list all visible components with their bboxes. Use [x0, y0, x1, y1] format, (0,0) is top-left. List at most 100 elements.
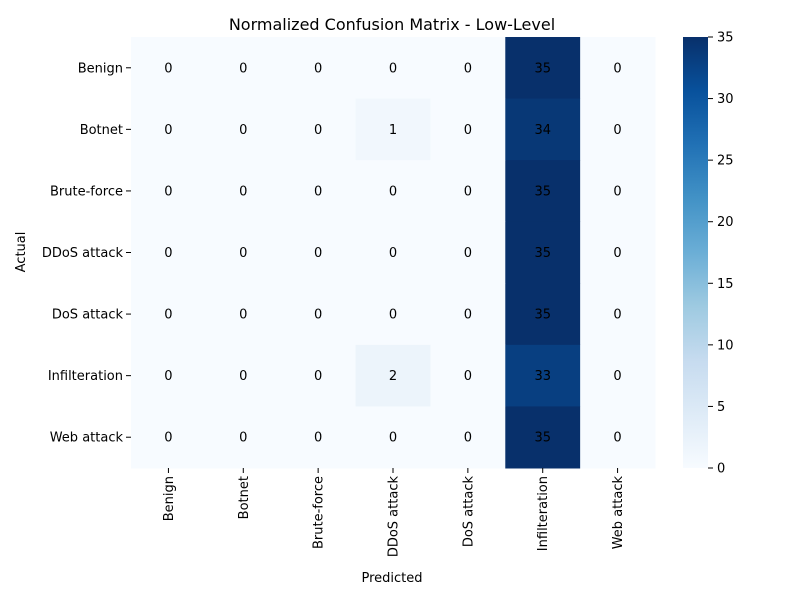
- heatmap-cell: [430, 221, 506, 284]
- colorbar-tick-label: 0: [717, 462, 725, 477]
- cell-value-label: 0: [464, 431, 472, 446]
- y-tick-label: Botnet: [80, 123, 123, 138]
- heatmap-cell: [131, 406, 207, 469]
- cell-value-label: 33: [534, 369, 551, 384]
- heatmap-cell: [355, 283, 431, 346]
- heatmap-cell: [205, 406, 282, 469]
- heatmap-cell: [131, 37, 207, 100]
- heatmap-cell: [205, 98, 282, 161]
- cell-value-label: 0: [164, 184, 172, 199]
- y-tick-label: Infilteration: [48, 369, 123, 384]
- colorbar-tick-label: 30: [717, 92, 734, 107]
- cell-value-label: 0: [613, 184, 621, 199]
- cell-value-label: 0: [464, 308, 472, 323]
- cell-value-label: 0: [464, 369, 472, 384]
- heatmap-cell: [280, 98, 357, 161]
- heatmap-cell: [580, 283, 656, 346]
- y-axis-label: Actual: [14, 232, 29, 273]
- heatmap-cell: [355, 344, 431, 407]
- cell-value-label: 0: [164, 246, 172, 261]
- heatmap-cell: [131, 98, 207, 161]
- cell-value-label: 35: [534, 184, 551, 199]
- cell-value-label: 0: [613, 61, 621, 76]
- cell-value-label: 0: [613, 246, 621, 261]
- heatmap-cell: [505, 283, 581, 346]
- heatmap-cell: [580, 98, 656, 161]
- heatmap-cell: [580, 160, 656, 223]
- colorbar-tick-label: 5: [717, 400, 725, 415]
- x-tick-label: Brute-force: [312, 476, 327, 549]
- cell-value-label: 0: [464, 123, 472, 138]
- heatmap-cell: [430, 283, 506, 346]
- heatmap-cell: [355, 221, 431, 284]
- cell-value-label: 0: [389, 308, 397, 323]
- cell-value-label: 0: [389, 246, 397, 261]
- heatmap-cell: [505, 160, 581, 223]
- cell-value-label: 35: [534, 61, 551, 76]
- cell-value-label: 0: [239, 61, 247, 76]
- cell-value-label: 0: [389, 431, 397, 446]
- x-tick-labels: Benign Botnet Brute-force DDoS attack DoS at…: [162, 468, 626, 557]
- cell-value-label: 0: [239, 308, 247, 323]
- heatmap-cell: [430, 406, 506, 469]
- cell-value-label: 35: [534, 246, 551, 261]
- colorbar: [683, 37, 708, 468]
- cell-value-label: 0: [164, 369, 172, 384]
- heatmap-cell: [131, 283, 207, 346]
- cell-value-label: 0: [239, 369, 247, 384]
- y-tick-labels: Benign Botnet Brute-force DDoS attack DoS at…: [42, 61, 131, 446]
- cell-value-label: 0: [239, 246, 247, 261]
- cell-value-label: 0: [164, 431, 172, 446]
- heatmap-cell: [580, 344, 656, 407]
- heatmap-cell: [280, 37, 357, 100]
- colorbar-tick-label: 10: [717, 338, 734, 353]
- y-tick-label: Benign: [78, 61, 123, 76]
- cell-value-label: 0: [314, 61, 322, 76]
- heatmap-cell: [580, 221, 656, 284]
- cell-value-label: 0: [613, 123, 621, 138]
- cell-value-label: 35: [534, 431, 551, 446]
- cell-value-label: 0: [613, 369, 621, 384]
- cell-value-label: 1: [389, 123, 397, 138]
- cell-value-label: 0: [314, 308, 322, 323]
- heatmap-cell: [280, 160, 357, 223]
- colorbar-tick-label: 35: [717, 31, 734, 46]
- heatmap-cell: [280, 221, 357, 284]
- cell-value-label: 0: [464, 246, 472, 261]
- cell-value-label: 0: [314, 184, 322, 199]
- cell-value-label: 0: [389, 61, 397, 76]
- cell-value-label: 0: [314, 246, 322, 261]
- colorbar-tick-label: 25: [717, 154, 734, 169]
- y-tick-label: DDoS attack: [42, 246, 124, 261]
- heatmap-cell: [280, 344, 357, 407]
- x-tick-label: Botnet: [237, 476, 252, 519]
- x-tick-label: Infilteration: [536, 476, 551, 551]
- cell-value-label: 0: [314, 369, 322, 384]
- heatmap-cell: [355, 37, 431, 100]
- heatmap-cell: [580, 37, 656, 100]
- heatmap-cell: [430, 37, 506, 100]
- cell-value-label: 0: [464, 61, 472, 76]
- cell-value-label: 0: [239, 184, 247, 199]
- heatmap-cell: [505, 221, 581, 284]
- x-tick-label: DoS attack: [461, 476, 476, 548]
- cell-value-label: 0: [164, 123, 172, 138]
- cell-value-label: 0: [239, 431, 247, 446]
- cell-value-label: 0: [314, 431, 322, 446]
- heatmap-cell: [205, 160, 282, 223]
- cell-value-label: 0: [613, 431, 621, 446]
- colorbar-tick-label: 15: [717, 277, 734, 292]
- heatmap-cell: [131, 160, 207, 223]
- colorbar-tick-label: 20: [717, 215, 734, 230]
- x-tick-label: Benign: [162, 476, 177, 521]
- cell-value-label: 0: [164, 61, 172, 76]
- cell-value-label: 35: [534, 308, 551, 323]
- heatmap-cell: [131, 221, 207, 284]
- heatmap-cell: [355, 160, 431, 223]
- heatmap-cell: [205, 283, 282, 346]
- heatmap-cell: [355, 406, 431, 469]
- heatmap-cell: [430, 98, 506, 161]
- colorbar-ticks: 0 5 10 15 20 25 30 35: [708, 31, 734, 477]
- heatmap-cell: [580, 406, 656, 469]
